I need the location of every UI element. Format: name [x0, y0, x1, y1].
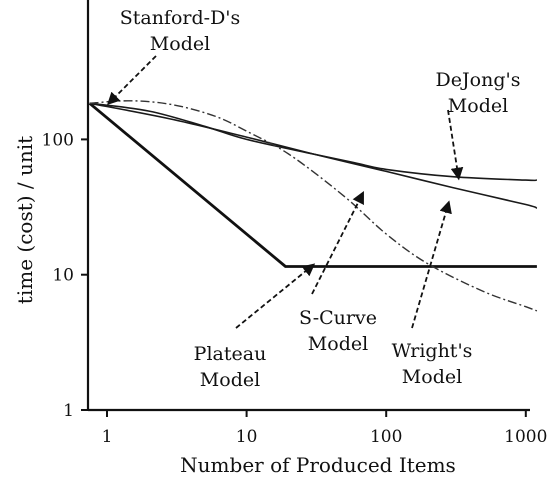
y-tick-label: 100 [42, 130, 74, 150]
series-line-4 [89, 100, 538, 312]
annotation-wright: Wright's Model [392, 200, 473, 388]
annotations: Stanford-D's Model DeJong's Model S-Curve Mod… [107, 7, 521, 391]
annotation-arrow [447, 109, 464, 181]
x-tick-label: 1000 [504, 427, 547, 447]
series-line-2 [88, 102, 537, 268]
x-tick-label: 100 [370, 427, 402, 447]
annotation-label: Stanford-D's [120, 7, 241, 29]
axes [86, 0, 530, 412]
annotation-label: Model [150, 33, 210, 55]
annotation-arrow [311, 190, 364, 295]
annotation-label: Wright's [392, 340, 473, 362]
annotation-arrow [107, 55, 157, 106]
annotation-label: DeJong's [436, 69, 521, 91]
annotation-label: Model [402, 366, 462, 388]
x-tick-label: 10 [236, 427, 258, 447]
annotation-label: Model [448, 95, 508, 117]
annotation-arrow [235, 263, 316, 329]
x-tick-label: 1 [102, 427, 113, 447]
annotation-label: Model [308, 333, 368, 355]
y-tick-label: 1 [63, 401, 74, 421]
annotation-label: S-Curve [299, 307, 377, 329]
y-axis-title: time (cost) / unit [13, 136, 37, 304]
annotation-arrow [411, 200, 452, 329]
annotation-plateau: Plateau Model [194, 263, 316, 391]
series-line-1 [89, 102, 538, 209]
annotation-dejong: DeJong's Model [436, 69, 521, 181]
series-layer [88, 100, 538, 312]
ticks: 1 10 100 1000 1 10 100 [42, 130, 548, 447]
x-axis-title: Number of Produced Items [180, 453, 456, 477]
series-line-3 [89, 102, 537, 182]
annotation-label: Model [200, 369, 260, 391]
annotation-stanford: Stanford-D's Model [107, 7, 241, 106]
y-tick-label: 10 [52, 266, 74, 286]
annotation-scurve: S-Curve Model [299, 190, 377, 355]
annotation-label: Plateau [194, 343, 267, 365]
